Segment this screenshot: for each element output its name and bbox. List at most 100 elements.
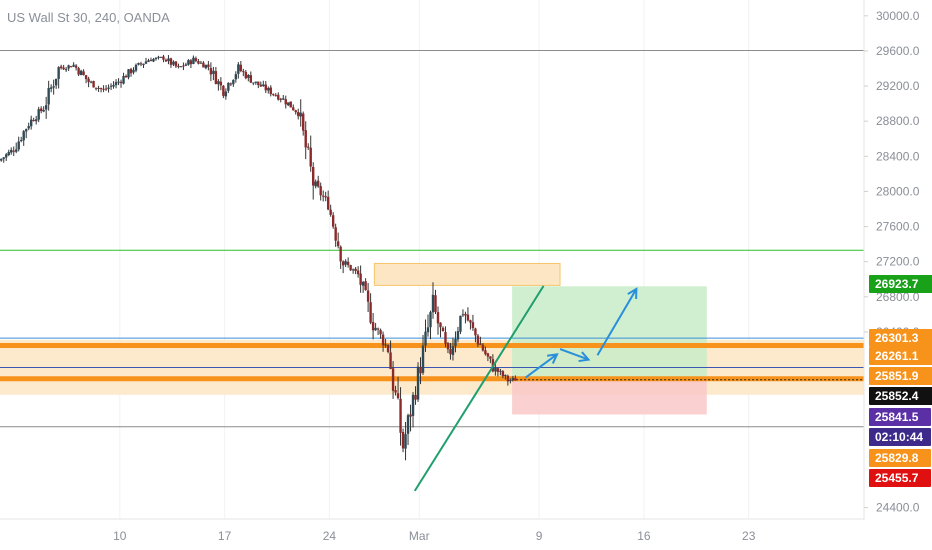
candle-body[interactable] [67,65,70,69]
forecast-arrow[interactable] [559,348,589,361]
candle-body[interactable] [269,87,272,95]
candle-body[interactable] [436,312,440,324]
candle-body[interactable] [32,120,35,122]
candle-body[interactable] [486,353,490,357]
candle-body[interactable] [399,398,402,433]
candle-body[interactable] [484,350,487,355]
candle-body[interactable] [389,352,392,370]
candle-body[interactable] [194,58,198,62]
candle-body[interactable] [5,154,8,158]
candle-body[interactable] [386,345,390,352]
price-tag[interactable] [869,347,932,365]
candles-layer[interactable] [0,54,517,461]
candle-body[interactable] [506,375,510,382]
candle-body[interactable] [274,95,277,97]
candle-body[interactable] [154,57,158,59]
candle-body[interactable] [94,87,98,89]
candle-body[interactable] [204,64,208,69]
candle-body[interactable] [431,294,435,313]
candle-body[interactable] [254,81,258,83]
candle-body[interactable] [109,85,113,87]
candle-body[interactable] [374,327,377,331]
candle-body[interactable] [496,368,500,373]
candle-body[interactable] [414,395,417,400]
candle-body[interactable] [44,105,48,110]
candle-body[interactable] [391,368,395,391]
candle-body[interactable] [421,345,425,373]
candle-body[interactable] [0,158,3,161]
candle-body[interactable] [179,66,183,68]
candle-body[interactable] [361,282,365,286]
candle-body[interactable] [454,338,457,347]
candle-body[interactable] [514,378,517,381]
candle-body[interactable] [354,268,357,271]
candle-body[interactable] [7,151,10,156]
candle-body[interactable] [10,149,13,153]
candle-body[interactable] [127,69,130,78]
price-tag[interactable] [869,469,931,487]
candle-body[interactable] [184,64,188,66]
candle-body[interactable] [277,94,280,100]
candle-body[interactable] [169,58,173,65]
candle-body[interactable] [249,75,253,83]
candle-body[interactable] [461,314,465,316]
candle-body[interactable] [57,67,60,79]
candle-body[interactable] [451,346,455,355]
candle-body[interactable] [25,129,28,132]
candle-body[interactable] [499,370,502,372]
candle-body[interactable] [187,60,190,65]
candle-body[interactable] [142,63,145,66]
candle-body[interactable] [456,331,460,340]
candle-body[interactable] [219,81,223,86]
candle-body[interactable] [192,57,195,64]
candle-body[interactable] [329,209,332,215]
candle-body[interactable] [509,380,512,382]
candle-body[interactable] [419,367,422,374]
candle-body[interactable] [466,314,470,321]
candle-body[interactable] [132,70,135,73]
candle-body[interactable] [331,215,335,227]
price-tag[interactable] [869,408,931,426]
candle-body[interactable] [129,68,133,74]
candle-body[interactable] [474,328,477,336]
candle-body[interactable] [167,58,170,62]
candle-body[interactable] [371,322,375,331]
candle-body[interactable] [20,140,23,142]
candle-body[interactable] [299,112,302,117]
candle-body[interactable] [356,270,360,275]
candle-body[interactable] [259,84,262,87]
candle-body[interactable] [446,343,450,350]
candle-body[interactable] [501,371,505,377]
candle-body[interactable] [282,98,285,100]
candle-body[interactable] [47,88,50,105]
candle-body[interactable] [229,83,233,85]
candle-body[interactable] [287,102,290,106]
candle-body[interactable] [74,65,78,68]
candle-body[interactable] [199,62,203,64]
candle-body[interactable] [312,166,315,186]
candle-body[interactable] [449,349,452,355]
candle-body[interactable] [319,186,322,196]
candle-body[interactable] [107,87,110,89]
candle-body[interactable] [59,66,63,69]
candle-body[interactable] [89,81,93,83]
candle-body[interactable] [416,366,420,400]
candle-body[interactable] [321,195,325,197]
candle-body[interactable] [164,59,168,62]
candle-body[interactable] [379,330,382,335]
candle-body[interactable] [92,81,95,88]
candle-body[interactable] [409,414,412,417]
candle-body[interactable] [339,246,342,262]
candle-body[interactable] [202,62,205,68]
candle-body[interactable] [272,93,275,95]
candle-body[interactable] [52,86,55,88]
candle-body[interactable] [97,87,100,89]
candle-body[interactable] [207,64,210,68]
price-axis[interactable]: 24400.026400.026800.027200.027600.028000… [863,0,932,550]
candle-body[interactable] [469,320,472,323]
candle-body[interactable] [294,110,297,113]
candle-body[interactable] [439,322,442,328]
candle-body[interactable] [476,335,480,345]
candle-body[interactable] [264,84,267,91]
candle-body[interactable] [152,58,155,62]
